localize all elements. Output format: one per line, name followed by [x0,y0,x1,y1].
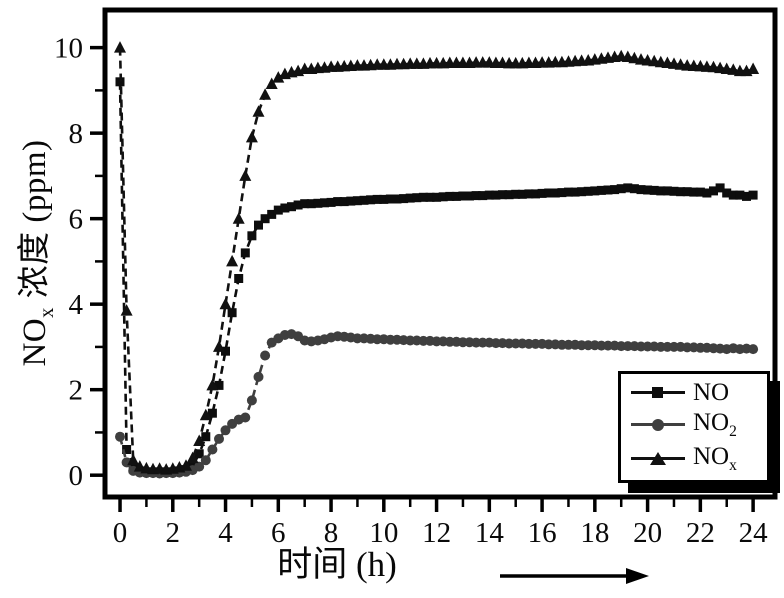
x-tick-label: 16 [528,517,557,549]
legend-label: NOx [693,443,737,475]
y-axis-label: NOx 浓度 (ppm) [7,139,59,366]
x-tick-label: 24 [739,517,769,549]
x-tick-label: 8 [324,517,339,549]
y-axis-label-base: NO [17,317,54,367]
y-tick-label: 0 [69,460,84,492]
x-tick-label: 10 [369,517,398,549]
legend-triangle-marker-icon [631,451,685,466]
x-tick-label: 4 [218,517,233,549]
x-tick-label: 22 [686,517,715,549]
y-tick-label: 10 [54,33,83,65]
right-arrow-icon [500,568,649,584]
y-tick-label: 8 [69,118,84,150]
y-tick-label: 4 [69,289,84,321]
x-tick-label: 20 [633,517,662,549]
y-axis-label-rest: 浓度 (ppm) [17,139,54,308]
legend-entry-NOx: NOx [631,444,767,474]
legend-entry-NO: NO [631,380,767,405]
x-tick-label: 14 [475,517,505,549]
x-tick-label: 2 [166,517,181,549]
legend-label: NO2 [693,408,737,440]
plot-frame [102,7,778,500]
x-tick-label: 18 [580,517,609,549]
legend-square-marker-icon [631,386,685,400]
legend-entry-NO2: NO2 [631,410,767,440]
y-tick-label: 2 [69,375,84,407]
series-NOx [114,41,760,475]
y-axis-label-subscript: x [35,307,58,318]
legend-circle-marker-icon [631,418,685,432]
x-tick-label: 6 [271,517,286,549]
legend-box: NO NO2 NOx [618,371,770,483]
x-axis-label: 时间 (h) [277,545,397,584]
y-tick-label: 6 [69,204,84,236]
x-tick-label: 0 [113,517,128,549]
x-tick-label: 12 [422,517,451,549]
legend-label: NO [693,379,730,407]
